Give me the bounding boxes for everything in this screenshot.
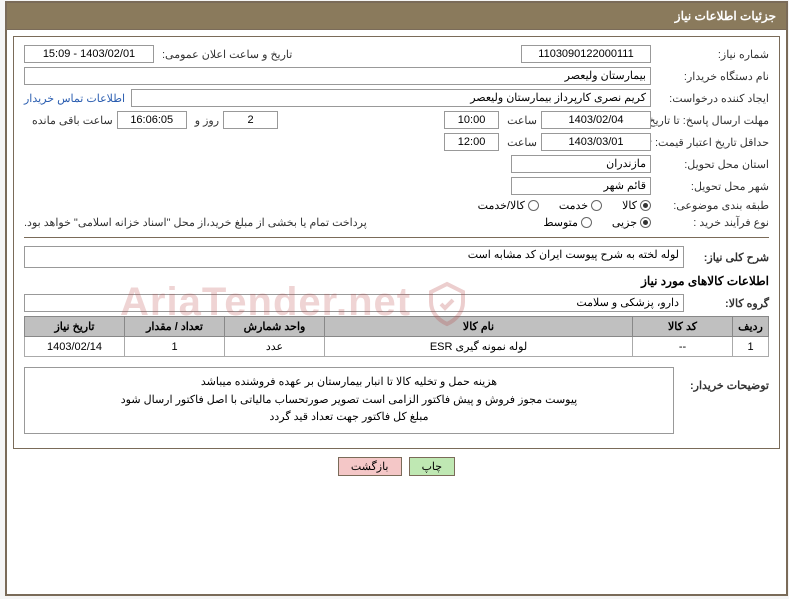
- radio-goods-service[interactable]: کالا/خدمت: [478, 199, 539, 212]
- print-button[interactable]: چاپ: [409, 457, 456, 476]
- field-remaining-time: 16:06:05: [117, 111, 187, 129]
- goods-table: ردیف کد کالا نام کالا واحد شمارش تعداد /…: [24, 316, 769, 357]
- radio-dot-icon: [591, 200, 602, 211]
- field-deadline-time: 10:00: [444, 111, 499, 129]
- th-unit: واحد شمارش: [225, 317, 325, 337]
- back-button[interactable]: بازگشت: [338, 457, 402, 476]
- field-validity-time: 12:00: [444, 133, 499, 151]
- label-city: شهر محل تحویل:: [651, 180, 769, 193]
- td-name: لوله نمونه گیری ESR: [325, 337, 633, 357]
- field-remaining-days: 2: [223, 111, 278, 129]
- radio-service[interactable]: خدمت: [559, 199, 602, 212]
- label-province: استان محل تحویل:: [651, 158, 769, 171]
- label-deadline: مهلت ارسال پاسخ: تا تاریخ:: [651, 114, 769, 127]
- td-idx: 1: [733, 337, 769, 357]
- radio-dot-icon: [640, 217, 651, 228]
- link-buyer-contact[interactable]: اطلاعات تماس خریدار: [24, 92, 125, 105]
- note-line-2: پیوست مجوز فروش و پیش فاکتور الزامی است …: [31, 392, 667, 410]
- radio-goods-service-label: کالا/خدمت: [478, 199, 525, 212]
- field-requester: کریم نصری کارپرداز بیمارستان ولیعصر: [131, 89, 651, 107]
- note-line-3: مبلغ کل فاکتور جهت تعداد قید گردد: [31, 409, 667, 427]
- field-deadline-date: 1403/02/04: [541, 111, 651, 129]
- radio-dot-icon: [528, 200, 539, 211]
- label-requester: ایجاد کننده درخواست:: [651, 92, 769, 105]
- label-main-desc: شرح کلی نیاز:: [684, 251, 769, 264]
- label-announce: تاریخ و ساعت اعلان عمومی:: [158, 48, 292, 61]
- th-qty: تعداد / مقدار: [125, 317, 225, 337]
- label-buyer-org: نام دستگاه خریدار:: [651, 70, 769, 83]
- buyer-notes-box: هزینه حمل و تخلیه کالا تا انبار بیمارستا…: [24, 367, 674, 434]
- radio-medium[interactable]: متوسط: [543, 216, 592, 229]
- field-validity-date: 1403/03/01: [541, 133, 651, 151]
- radio-partial-label: جزیی: [612, 216, 637, 229]
- label-days-and: روز و: [191, 114, 219, 127]
- th-name: نام کالا: [325, 317, 633, 337]
- field-city: قائم شهر: [511, 177, 651, 195]
- label-min-validity: حداقل تاریخ اعتبار قیمت: تا تاریخ:: [651, 136, 769, 149]
- label-remaining: ساعت باقی مانده: [28, 114, 113, 127]
- radio-service-label: خدمت: [559, 199, 588, 212]
- label-buyer-notes: توضیحات خریدار:: [674, 363, 769, 392]
- th-code: کد کالا: [633, 317, 733, 337]
- label-hour-1: ساعت: [503, 114, 537, 127]
- td-qty: 1: [125, 337, 225, 357]
- field-main-desc: لوله لخته به شرح پیوست ایران کد مشابه اس…: [24, 246, 684, 268]
- radio-dot-icon: [581, 217, 592, 228]
- field-announce: 1403/02/01 - 15:09: [24, 45, 154, 63]
- page-title: جزئیات اطلاعات نیاز: [7, 3, 786, 30]
- label-goods-group: گروه کالا:: [684, 297, 769, 310]
- label-need-no: شماره نیاز:: [651, 48, 769, 61]
- radio-goods-label: کالا: [622, 199, 637, 212]
- note-line-1: هزینه حمل و تخلیه کالا تا انبار بیمارستا…: [31, 374, 667, 392]
- label-hour-2: ساعت: [503, 136, 537, 149]
- content-panel: شماره نیاز: 1103090122000111 تاریخ و ساع…: [13, 36, 780, 449]
- radio-dot-icon: [640, 200, 651, 211]
- table-row: 1 -- لوله نمونه گیری ESR عدد 1 1403/02/1…: [25, 337, 769, 357]
- label-subject-class: طبقه بندی موضوعی:: [651, 199, 769, 212]
- th-idx: ردیف: [733, 317, 769, 337]
- td-code: --: [633, 337, 733, 357]
- radio-partial[interactable]: جزیی: [612, 216, 651, 229]
- label-process-type: نوع فرآیند خرید :: [651, 216, 769, 229]
- radio-goods[interactable]: کالا: [622, 199, 651, 212]
- goods-info-title: اطلاعات کالاهای مورد نیاز: [24, 274, 769, 288]
- radio-medium-label: متوسط: [543, 216, 578, 229]
- field-province: مازندران: [511, 155, 651, 173]
- divider: [24, 237, 769, 238]
- th-date: تاریخ نیاز: [25, 317, 125, 337]
- field-goods-group: دارو، پزشکی و سلامت: [24, 294, 684, 312]
- field-buyer-org: بیمارستان ولیعصر: [24, 67, 651, 85]
- field-need-no: 1103090122000111: [521, 45, 651, 63]
- td-unit: عدد: [225, 337, 325, 357]
- payment-note: پرداخت تمام یا بخشی از مبلغ خرید،از محل …: [24, 216, 367, 229]
- td-date: 1403/02/14: [25, 337, 125, 357]
